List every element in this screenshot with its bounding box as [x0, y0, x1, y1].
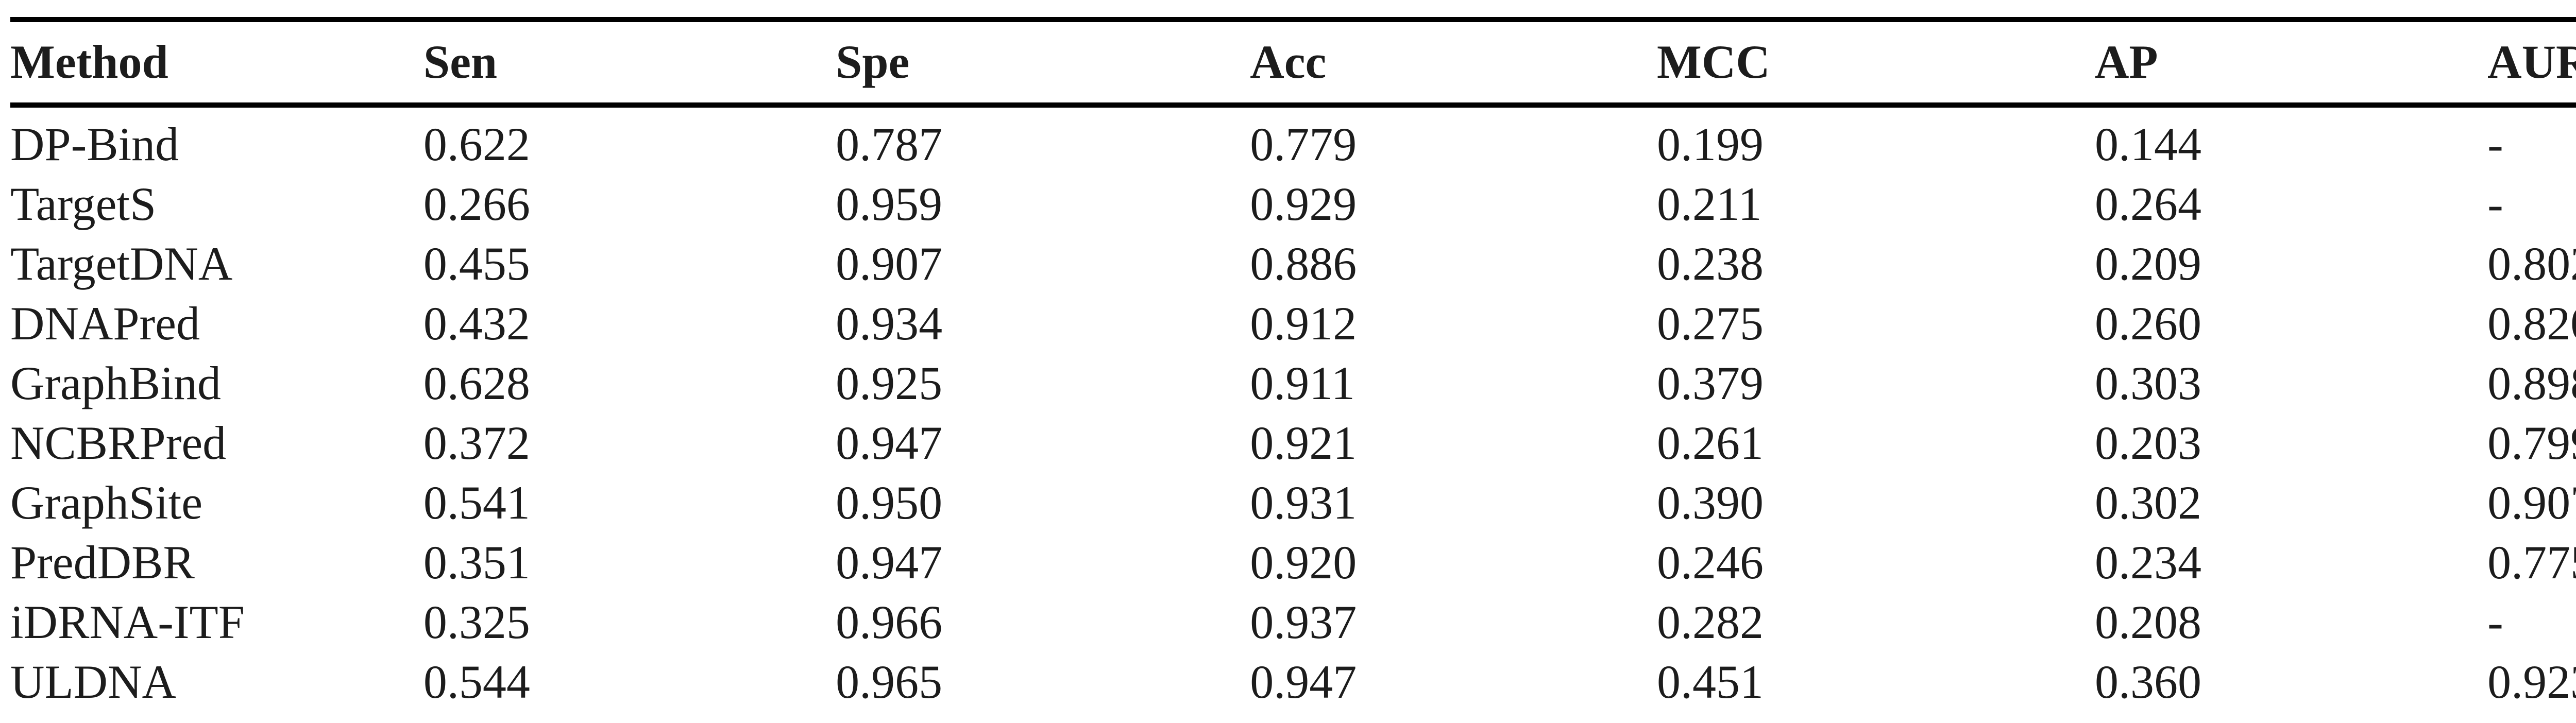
cell-spe: 0.907 [836, 237, 943, 290]
table-row: GraphBind 0.628 0.925 0.911 0.379 0.303 … [10, 354, 2576, 414]
table-row: iDRNA-ITF 0.325 0.966 0.937 0.282 0.208 … [10, 593, 2576, 652]
cell-mcc: 0.238 [1657, 237, 1764, 290]
cell-ap: 0.144 [2094, 118, 2201, 171]
cell-sen: 0.544 [423, 656, 530, 709]
cell-sen: 0.351 [423, 536, 530, 589]
cell-sen: 0.622 [423, 118, 530, 171]
cell-spe: 0.787 [836, 118, 943, 171]
cell-ap: 0.203 [2094, 417, 2201, 470]
cell-spe: 0.966 [836, 596, 943, 649]
cell-acc: 0.929 [1250, 178, 1357, 231]
table-row: GraphSite 0.541 0.950 0.931 0.390 0.302 … [10, 473, 2576, 533]
column-header-ap: AP [2094, 20, 2488, 108]
column-header-mcc: MCC [1657, 20, 2095, 108]
cell-ap: 0.264 [2094, 178, 2201, 231]
cell-auroc: 0.802 [2487, 237, 2576, 290]
cell-auroc: - [2487, 596, 2503, 649]
cell-ap: 0.260 [2094, 297, 2201, 350]
cell-sen: 0.372 [423, 417, 530, 470]
cell-acc: 0.937 [1250, 596, 1357, 649]
header-row: Method Sen Spe Acc MCC AP AUROC [10, 20, 2576, 108]
cell-mcc: 0.246 [1657, 536, 1764, 589]
cell-method: DP-Bind [10, 118, 179, 171]
cell-auroc: 0.799 [2487, 417, 2576, 470]
cell-spe: 0.965 [836, 656, 943, 709]
table-row: TargetS 0.266 0.959 0.929 0.211 0.264 - [10, 175, 2576, 234]
cell-mcc: 0.379 [1657, 357, 1764, 410]
cell-acc: 0.920 [1250, 536, 1357, 589]
cell-auroc: - [2487, 178, 2503, 231]
table-body: DP-Bind 0.622 0.787 0.779 0.199 0.144 - … [10, 105, 2576, 723]
cell-auroc: 0.898 [2487, 357, 2576, 410]
cell-ap: 0.208 [2094, 596, 2201, 649]
cell-spe: 0.947 [836, 417, 943, 470]
column-header-acc: Acc [1250, 20, 1657, 108]
cell-sen: 0.628 [423, 357, 530, 410]
cell-auroc: 0.820 [2487, 297, 2576, 350]
cell-method: TargetS [10, 178, 157, 231]
cell-sen: 0.455 [423, 237, 530, 290]
cell-spe: 0.925 [836, 357, 943, 410]
cell-auroc: 0.775 [2487, 536, 2576, 589]
cell-ap: 0.303 [2094, 357, 2201, 410]
table-row: DNAPred 0.432 0.934 0.912 0.275 0.260 0.… [10, 294, 2576, 354]
column-header-spe: Spe [836, 20, 1250, 108]
cell-auroc: 0.923 [2487, 656, 2576, 709]
table-row: PredDBR 0.351 0.947 0.920 0.246 0.234 0.… [10, 533, 2576, 593]
cell-mcc: 0.261 [1657, 417, 1764, 470]
column-header-method: Method [10, 20, 423, 108]
table-row: DP-Bind 0.622 0.787 0.779 0.199 0.144 - [10, 105, 2576, 175]
cell-ap: 0.209 [2094, 237, 2201, 290]
cell-sen: 0.325 [423, 596, 530, 649]
cell-ap: 0.302 [2094, 476, 2201, 529]
cell-method: GraphBind [10, 357, 221, 410]
cell-sen: 0.432 [423, 297, 530, 350]
cell-mcc: 0.199 [1657, 118, 1764, 171]
cell-mcc: 0.390 [1657, 476, 1764, 529]
table-row: ULDNA 0.544 0.965 0.947 0.451 0.360 0.92… [10, 652, 2576, 723]
cell-method: NCBRPred [10, 417, 227, 470]
cell-acc: 0.911 [1250, 357, 1355, 410]
cell-sen: 0.541 [423, 476, 530, 529]
cell-acc: 0.912 [1250, 297, 1357, 350]
cell-spe: 0.950 [836, 476, 943, 529]
cell-method: DNAPred [10, 297, 200, 350]
cell-auroc: - [2487, 118, 2503, 171]
cell-ap: 0.360 [2094, 656, 2201, 709]
results-table: Method Sen Spe Acc MCC AP AUROC DP-Bind … [10, 17, 2576, 723]
cell-auroc: 0.907 [2487, 476, 2576, 529]
cell-acc: 0.886 [1250, 237, 1357, 290]
table-row: NCBRPred 0.372 0.947 0.921 0.261 0.203 0… [10, 414, 2576, 473]
cell-ap: 0.234 [2094, 536, 2201, 589]
cell-method: TargetDNA [10, 237, 233, 290]
cell-mcc: 0.282 [1657, 596, 1764, 649]
cell-mcc: 0.211 [1657, 178, 1762, 231]
cell-spe: 0.959 [836, 178, 943, 231]
cell-spe: 0.947 [836, 536, 943, 589]
cell-spe: 0.934 [836, 297, 943, 350]
cell-method: ULDNA [10, 656, 176, 709]
cell-method: GraphSite [10, 476, 203, 529]
column-header-sen: Sen [423, 20, 836, 108]
cell-acc: 0.779 [1250, 118, 1357, 171]
cell-mcc: 0.451 [1657, 656, 1764, 709]
cell-mcc: 0.275 [1657, 297, 1764, 350]
column-header-auroc: AUROC [2487, 20, 2576, 108]
cell-method: iDRNA-ITF [10, 596, 245, 649]
cell-method: PredDBR [10, 536, 195, 589]
table-row: TargetDNA 0.455 0.907 0.886 0.238 0.209 … [10, 234, 2576, 294]
table-header: Method Sen Spe Acc MCC AP AUROC [10, 20, 2576, 108]
cell-acc: 0.931 [1250, 476, 1357, 529]
cell-acc: 0.947 [1250, 656, 1357, 709]
cell-acc: 0.921 [1250, 417, 1357, 470]
cell-sen: 0.266 [423, 178, 530, 231]
